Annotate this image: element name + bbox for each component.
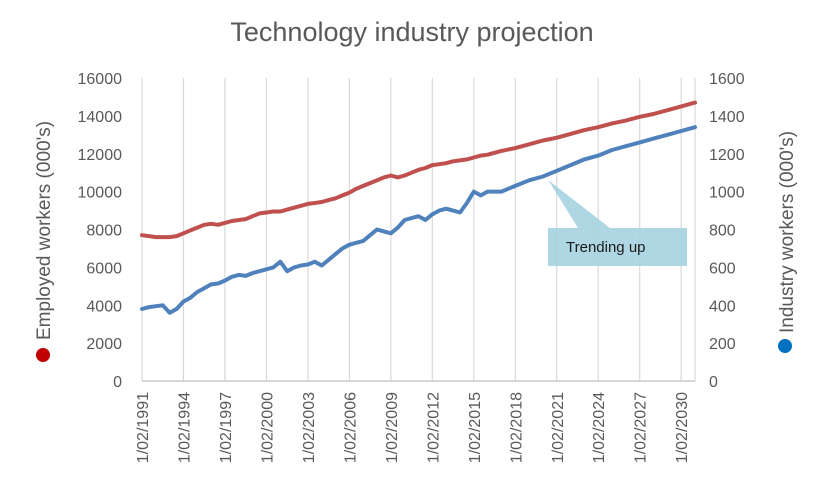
callout: Trending up [548, 180, 687, 266]
right-tick-label: 1000 [709, 185, 745, 202]
x-tick-label: 1/02/1991 [135, 392, 152, 463]
right-tick-label: 1600 [709, 71, 745, 88]
employed-workers-line [140, 100, 697, 240]
x-tick-label: 1/02/2030 [674, 392, 691, 463]
right-tick-label: 200 [709, 336, 736, 353]
x-tick-label: 1/02/2003 [301, 392, 318, 463]
left-tick-label: 6000 [86, 260, 122, 277]
x-tick-label: 1/02/2000 [259, 392, 276, 463]
x-axis-ticks: 1/02/1991 1/02/1994 1/02/1997 1/02/2000 1/02… [135, 392, 691, 463]
right-tick-label: 1400 [709, 109, 745, 126]
left-tick-label: 2000 [86, 336, 122, 353]
x-tick-label: 1/02/2009 [384, 392, 401, 463]
left-series-marker [36, 348, 50, 362]
callout-pointer [548, 180, 610, 228]
right-axis-ticks: 0 200 400 600 800 1000 1200 1400 1600 [709, 71, 745, 391]
right-series-marker [778, 339, 792, 353]
left-tick-label: 14000 [78, 109, 123, 126]
x-tick-label: 1/02/1994 [176, 392, 193, 463]
left-tick-label: 12000 [78, 147, 123, 164]
left-tick-label: 4000 [86, 298, 122, 315]
left-axis-ticks: 0 2000 4000 6000 8000 10000 12000 14000 16000 [78, 71, 123, 391]
right-tick-label: 400 [709, 298, 736, 315]
x-tick-label: 1/02/2015 [467, 392, 484, 463]
x-tick-label: 1/02/1997 [218, 392, 235, 463]
left-axis-title-group: Employed workers (000's) [34, 121, 55, 362]
industry-workers-line [140, 125, 697, 315]
left-axis-title: Employed workers (000's) [34, 121, 55, 340]
left-tick-label: 10000 [78, 185, 123, 202]
left-tick-label: 0 [113, 374, 122, 391]
x-tick-label: 1/02/2018 [508, 392, 525, 463]
x-tick-label: 1/02/2012 [425, 392, 442, 463]
series [140, 100, 697, 315]
x-tick-label: 1/02/2024 [591, 392, 608, 463]
right-tick-label: 600 [709, 260, 736, 277]
x-tick-label: 1/02/2021 [550, 392, 567, 463]
right-tick-label: 1200 [709, 147, 745, 164]
callout-text: Trending up [566, 239, 646, 256]
right-axis-title: Industry workers (000's) [777, 131, 798, 333]
left-tick-label: 16000 [78, 71, 123, 88]
right-tick-label: 0 [709, 374, 718, 391]
x-tick-label: 1/02/2027 [633, 392, 650, 463]
right-tick-label: 800 [709, 223, 736, 240]
right-axis-title-group: Industry workers (000's) [777, 131, 798, 353]
left-tick-label: 8000 [86, 223, 122, 240]
callout-box [548, 228, 687, 266]
chart-title: Technology industry projection [230, 17, 593, 47]
x-tick-label: 1/02/2006 [342, 392, 359, 463]
